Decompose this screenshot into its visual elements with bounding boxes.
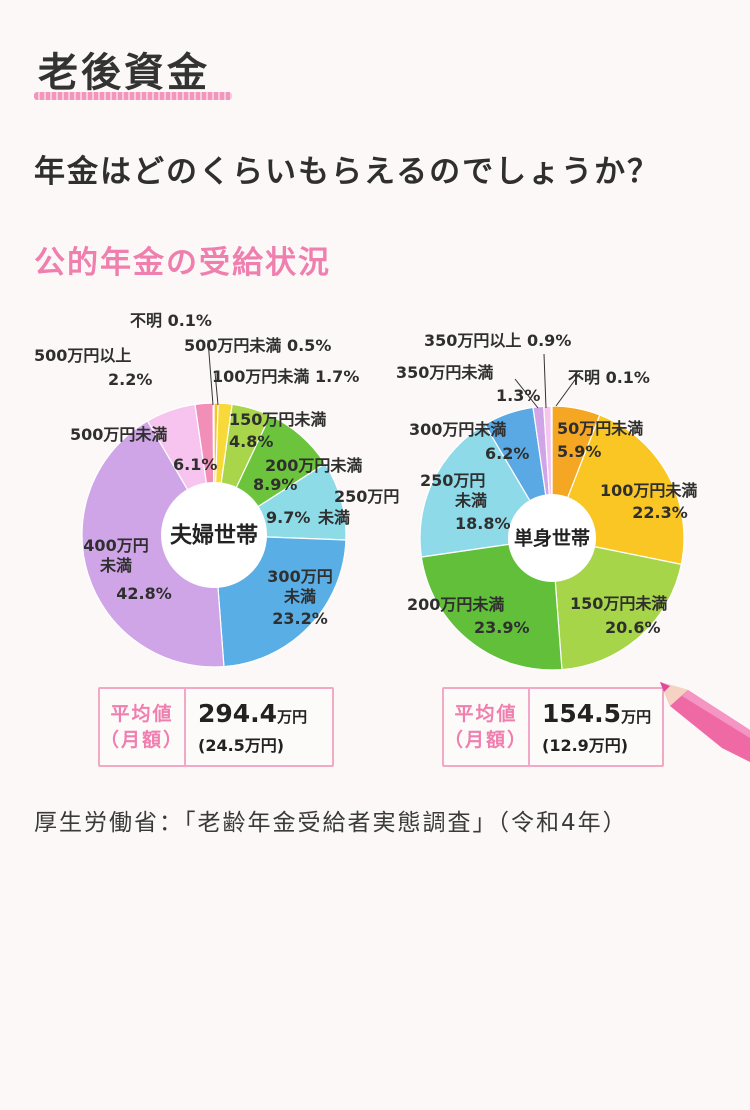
slice-label: 150万円未満 20.6% [570,594,667,637]
donut-hole [161,482,267,588]
svg-text:350万円以上 0.9%: 350万円以上 0.9% [424,331,571,350]
pencil-icon [660,682,750,762]
svg-text:150万円未満: 150万円未満 [229,410,326,429]
slice-label: 350万円以上 0.9% [424,331,571,350]
slice-label: 300万円未満 6.2% [409,420,529,463]
svg-text:6.1%: 6.1% [173,455,217,474]
svg-text:未満: 未満 [454,491,487,510]
svg-text:250万円: 250万円 [334,487,399,506]
couple-average-box: 平均値 （月額） 294.4万円 (24.5万円) [98,687,334,767]
svg-text:100万円未満 1.7%: 100万円未満 1.7% [212,367,359,386]
svg-text:8.9%: 8.9% [253,475,297,494]
average-label-bottom: （月額） [100,729,185,751]
svg-text:2.2%: 2.2% [108,370,152,389]
leader-line [543,353,547,409]
svg-text:未満: 未満 [99,556,132,575]
slice-label: 200万円未満 23.9% [407,595,530,637]
slice-label: 500万円未満 0.5% [184,336,331,355]
svg-text:42.8%: 42.8% [116,584,172,603]
leader-line [207,339,214,406]
svg-text:50万円未満: 50万円未満 [557,419,643,438]
svg-text:400万円: 400万円 [83,536,148,555]
slice-label: 不明 0.1% [568,368,650,387]
single-average-value: 154.5万円 [542,698,652,728]
slice-label: 不明 0.1% [130,311,212,330]
svg-text:22.3%: 22.3% [632,503,688,522]
couple-average-monthly: (24.5万円) [198,735,285,755]
pie-slice [551,537,683,671]
donut-center-label: 夫婦世帯 [170,523,258,549]
source-citation: 厚生労働省：「老齢年金受給者実態調査」（令和4年） [34,810,628,836]
svg-text:500万円以上: 500万円以上 [34,346,131,365]
svg-text:150万円未満: 150万円未満 [570,594,667,613]
average-label-top: 平均値 [110,703,174,725]
slice-label: 500万円以上 2.2% [34,346,152,389]
svg-text:5.9%: 5.9% [557,442,601,461]
svg-text:500万円未満: 500万円未満 [70,425,167,444]
svg-text:100万円未満: 100万円未満 [600,481,697,500]
svg-text:200万円未満: 200万円未満 [407,595,504,614]
slice-label: 500万円未満 6.1% [70,425,217,474]
single-average-label: 平均値 （月額） [444,689,530,765]
title-underline [34,92,232,100]
svg-text:300万円未満: 300万円未満 [409,420,506,439]
svg-text:23.9%: 23.9% [474,618,530,637]
couple-average-value: 294.4万円 [198,698,308,728]
svg-text:不明 0.1%: 不明 0.1% [130,311,212,330]
chart-subheading: 公的年金の受給状況 [34,245,331,281]
svg-text:4.8%: 4.8% [229,432,273,451]
average-label-bottom: （月額） [444,729,529,751]
slice-label: 100万円未満 22.3% [600,481,697,522]
question-heading: 年金はどのくらいもらえるのでしょうか？ [34,154,661,190]
slice-label: 300万円未満 23.2% [267,567,332,628]
slice-label: 100万円未満 1.7% [212,367,359,386]
single-average-monthly: (12.9万円) [542,735,629,755]
svg-text:9.7%: 9.7% [266,508,310,527]
donut-center-label: 単身世帯 [514,527,590,550]
single-average-box: 平均値 （月額） 154.5万円 (12.9万円) [442,687,664,767]
svg-text:20.6%: 20.6% [605,618,661,637]
svg-text:350万円未満: 350万円未満 [396,363,493,382]
leader-line [214,371,219,406]
pie-charts: 夫婦世帯 500万円未満 0.5% 100万円未満 1.7% 150万円未満 4.8% 2… [34,311,697,671]
couple-average-label: 平均値 （月額） [100,689,186,765]
average-label-top: 平均値 [454,703,518,725]
svg-text:250万円: 250万円 [420,471,485,490]
leader-line [555,372,581,407]
donut-hole [508,494,596,582]
svg-text:6.2%: 6.2% [485,444,529,463]
svg-text:18.8%: 18.8% [455,514,511,533]
svg-text:未満: 未満 [317,508,350,527]
svg-text:1.3%: 1.3% [496,386,540,405]
svg-text:23.2%: 23.2% [272,609,328,628]
svg-text:未満: 未満 [283,587,316,606]
svg-text:300万円: 300万円 [267,567,332,586]
section-title: 老後資金 [38,50,210,96]
slice-label: 150万円未満 4.8% [229,410,326,451]
pie-slice [81,420,225,668]
svg-text:不明 0.1%: 不明 0.1% [568,368,650,387]
svg-text:200万円未満: 200万円未満 [265,456,362,475]
svg-text:500万円未満 0.5%: 500万円未満 0.5% [184,336,331,355]
slice-label: 50万円未満 5.9% [557,419,643,461]
leader-line [514,378,539,409]
